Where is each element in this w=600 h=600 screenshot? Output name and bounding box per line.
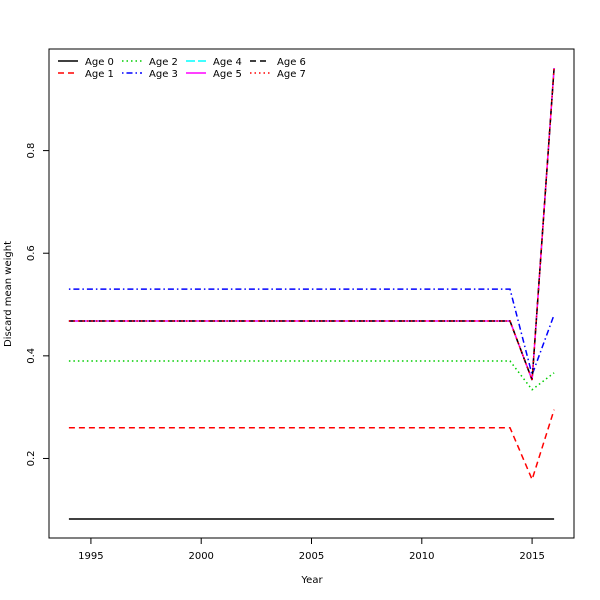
legend-label: Age 6 bbox=[277, 57, 306, 68]
legend-label: Age 1 bbox=[85, 69, 114, 80]
series-line-age-2 bbox=[68, 360, 555, 391]
legend-label: Age 4 bbox=[213, 57, 242, 68]
series-line-age-4 bbox=[68, 67, 555, 381]
legend-label: Age 7 bbox=[277, 69, 306, 80]
legend-item: Age 0 bbox=[58, 57, 114, 68]
plot-frame bbox=[48, 48, 575, 539]
legend-item: Age 3 bbox=[122, 69, 178, 80]
legend-label: Age 0 bbox=[85, 57, 114, 68]
y-tick-label: 0.2 bbox=[26, 451, 37, 467]
y-tick-label: 0.6 bbox=[26, 245, 37, 261]
x-tick-label: 1995 bbox=[78, 551, 103, 562]
series-line-age-1 bbox=[68, 409, 555, 482]
x-axis: 1995 2000 2005 2010 2015 bbox=[78, 537, 545, 562]
legend-item: Age 6 bbox=[250, 57, 306, 68]
x-tick-label: 2010 bbox=[409, 551, 434, 562]
x-tick-label: 2005 bbox=[299, 551, 324, 562]
y-axis: 0.2 0.4 0.6 0.8 bbox=[26, 143, 50, 467]
y-tick-label: 0.8 bbox=[26, 143, 37, 159]
series-line-age-7 bbox=[68, 67, 555, 381]
legend-item: Age 1 bbox=[58, 69, 114, 80]
legend-item: Age 5 bbox=[186, 69, 242, 80]
x-tick-label: 2015 bbox=[519, 551, 544, 562]
legend-label: Age 3 bbox=[149, 69, 178, 80]
legend-item: Age 2 bbox=[122, 57, 178, 68]
y-axis-label: Discard mean weight bbox=[3, 241, 14, 347]
legend-label: Age 5 bbox=[213, 69, 242, 80]
series-line-age-5 bbox=[68, 67, 555, 381]
x-tick-label: 2000 bbox=[188, 551, 213, 562]
series-layer bbox=[68, 67, 555, 520]
y-tick-label: 0.4 bbox=[26, 348, 37, 364]
series-line-age-3 bbox=[68, 288, 555, 378]
legend-item: Age 4 bbox=[186, 57, 242, 68]
legend-item: Age 7 bbox=[250, 69, 306, 80]
series-line-age-6 bbox=[68, 67, 555, 381]
legend-label: Age 2 bbox=[149, 57, 178, 68]
x-axis-label: Year bbox=[300, 575, 323, 586]
